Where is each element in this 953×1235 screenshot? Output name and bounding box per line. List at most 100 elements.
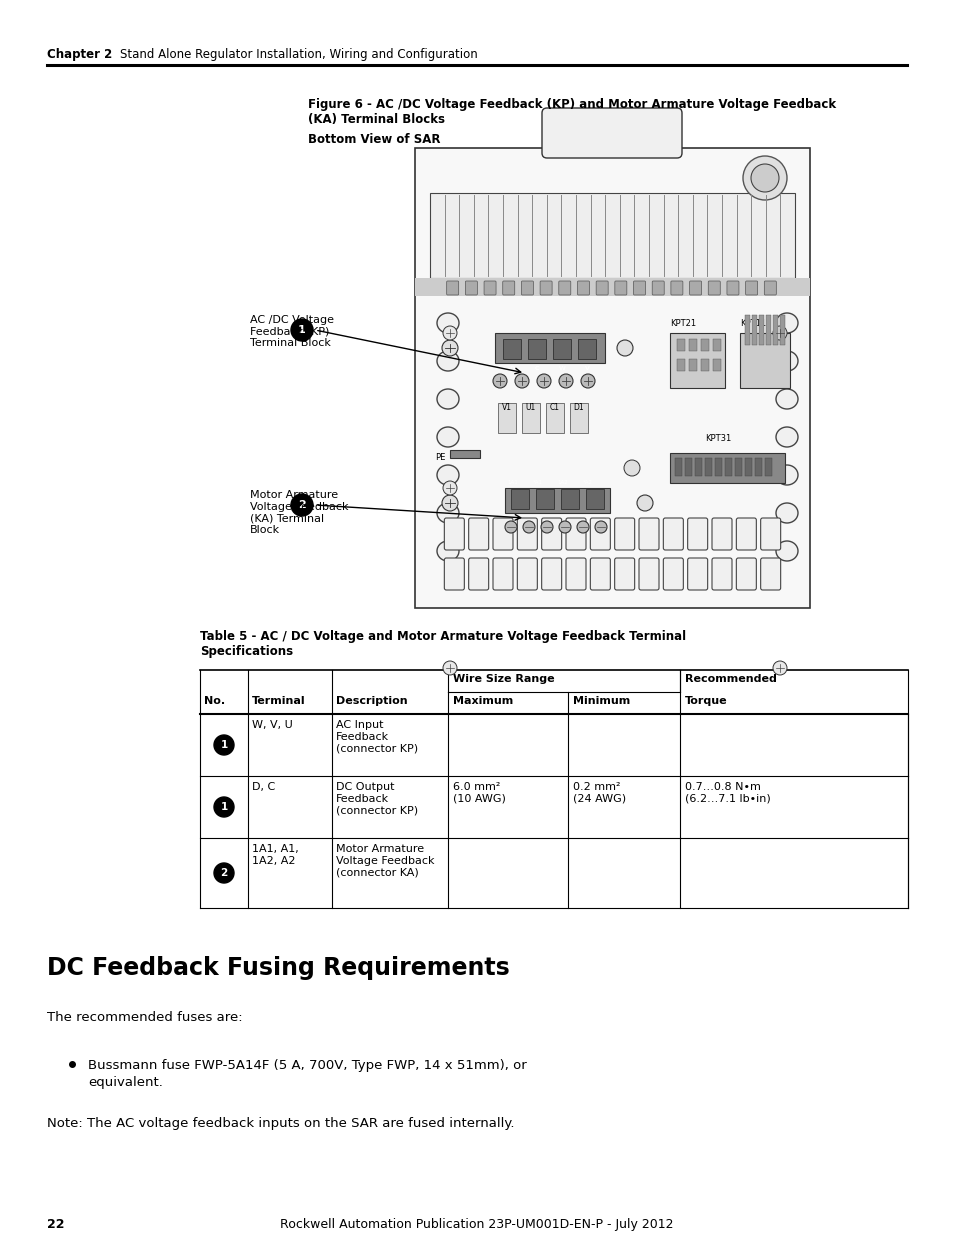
Bar xyxy=(585,489,603,509)
FancyBboxPatch shape xyxy=(539,282,552,295)
Ellipse shape xyxy=(436,427,458,447)
FancyBboxPatch shape xyxy=(711,558,731,590)
FancyBboxPatch shape xyxy=(614,282,626,295)
Bar xyxy=(751,315,757,345)
Text: Terminal: Terminal xyxy=(252,697,305,706)
Text: D1: D1 xyxy=(573,403,583,412)
FancyBboxPatch shape xyxy=(726,282,739,295)
Bar xyxy=(560,489,578,509)
Bar xyxy=(536,489,554,509)
Text: equivalent.: equivalent. xyxy=(88,1076,163,1089)
Ellipse shape xyxy=(436,351,458,370)
Text: D, C: D, C xyxy=(252,782,275,792)
FancyBboxPatch shape xyxy=(493,558,513,590)
Circle shape xyxy=(623,459,639,475)
FancyBboxPatch shape xyxy=(541,517,561,550)
Circle shape xyxy=(742,156,786,200)
Text: C1: C1 xyxy=(550,403,559,412)
Circle shape xyxy=(504,521,517,534)
Bar xyxy=(764,458,771,475)
Circle shape xyxy=(213,735,233,755)
FancyBboxPatch shape xyxy=(687,558,707,590)
Bar xyxy=(669,453,784,483)
Bar xyxy=(772,315,778,345)
FancyBboxPatch shape xyxy=(558,282,570,295)
FancyBboxPatch shape xyxy=(652,282,663,295)
FancyBboxPatch shape xyxy=(517,558,537,590)
FancyBboxPatch shape xyxy=(444,517,464,550)
Bar xyxy=(502,338,520,359)
Text: Recommended: Recommended xyxy=(684,674,776,684)
Text: Figure 6 - AC /DC Voltage Feedback (KP) and Motor Armature Voltage Feedback: Figure 6 - AC /DC Voltage Feedback (KP) … xyxy=(308,98,835,111)
FancyBboxPatch shape xyxy=(465,282,476,295)
Circle shape xyxy=(637,495,652,511)
Ellipse shape xyxy=(436,541,458,561)
FancyBboxPatch shape xyxy=(541,107,681,158)
Circle shape xyxy=(291,494,313,516)
Text: V1: V1 xyxy=(501,403,512,412)
Ellipse shape xyxy=(775,503,797,522)
Text: 1A2: 1A2 xyxy=(558,480,568,485)
Text: KPT21: KPT21 xyxy=(669,319,696,329)
Bar xyxy=(553,338,571,359)
Text: DC Feedback Fusing Requirements: DC Feedback Fusing Requirements xyxy=(47,956,509,981)
FancyBboxPatch shape xyxy=(760,558,780,590)
Circle shape xyxy=(442,661,456,676)
Bar xyxy=(545,403,563,433)
Text: Torque: Torque xyxy=(684,697,727,706)
Text: Maximum: Maximum xyxy=(453,697,513,706)
FancyBboxPatch shape xyxy=(502,282,515,295)
Circle shape xyxy=(213,797,233,818)
FancyBboxPatch shape xyxy=(541,558,561,590)
FancyBboxPatch shape xyxy=(689,282,700,295)
Bar xyxy=(712,359,720,370)
FancyBboxPatch shape xyxy=(444,558,464,590)
Text: Note: The AC voltage feedback inputs on the SAR are fused internally.: Note: The AC voltage feedback inputs on … xyxy=(47,1116,514,1130)
Bar xyxy=(677,359,684,370)
Text: 1: 1 xyxy=(297,325,306,335)
Bar xyxy=(700,359,708,370)
FancyBboxPatch shape xyxy=(517,517,537,550)
Bar xyxy=(495,333,604,363)
Bar xyxy=(712,338,720,351)
FancyBboxPatch shape xyxy=(711,517,731,550)
Text: *A2: *A2 xyxy=(582,480,593,485)
FancyBboxPatch shape xyxy=(670,282,682,295)
Text: Motor Armature
Voltage Feedback
(KA) Terminal
Block: Motor Armature Voltage Feedback (KA) Ter… xyxy=(250,490,348,535)
FancyBboxPatch shape xyxy=(565,558,585,590)
Circle shape xyxy=(442,480,456,495)
FancyBboxPatch shape xyxy=(633,282,645,295)
FancyBboxPatch shape xyxy=(565,517,585,550)
Text: Minimum: Minimum xyxy=(573,697,630,706)
Bar xyxy=(504,488,609,513)
FancyBboxPatch shape xyxy=(662,517,682,550)
FancyBboxPatch shape xyxy=(614,517,634,550)
Bar xyxy=(759,315,763,345)
Ellipse shape xyxy=(436,312,458,333)
Text: Bussmann fuse FWP-5A14F (5 A, 700V, Type FWP, 14 x 51mm), or: Bussmann fuse FWP-5A14F (5 A, 700V, Type… xyxy=(88,1058,526,1072)
FancyBboxPatch shape xyxy=(483,282,496,295)
FancyBboxPatch shape xyxy=(468,558,488,590)
FancyBboxPatch shape xyxy=(763,282,776,295)
Ellipse shape xyxy=(775,466,797,485)
Ellipse shape xyxy=(436,503,458,522)
Text: W, V, U: W, V, U xyxy=(252,720,293,730)
Ellipse shape xyxy=(775,351,797,370)
Circle shape xyxy=(522,521,535,534)
Text: The recommended fuses are:: The recommended fuses are: xyxy=(47,1011,242,1024)
Circle shape xyxy=(558,521,571,534)
Text: KPT31: KPT31 xyxy=(704,433,731,443)
Text: 1: 1 xyxy=(220,740,228,750)
FancyBboxPatch shape xyxy=(687,517,707,550)
Text: No.: No. xyxy=(204,697,225,706)
Text: D: D xyxy=(509,367,514,372)
Text: 2: 2 xyxy=(297,500,306,510)
Bar xyxy=(780,315,784,345)
Ellipse shape xyxy=(775,312,797,333)
FancyBboxPatch shape xyxy=(736,517,756,550)
FancyBboxPatch shape xyxy=(639,558,659,590)
Bar xyxy=(744,315,749,345)
FancyBboxPatch shape xyxy=(590,558,610,590)
FancyBboxPatch shape xyxy=(760,517,780,550)
Text: V: V xyxy=(584,367,589,372)
